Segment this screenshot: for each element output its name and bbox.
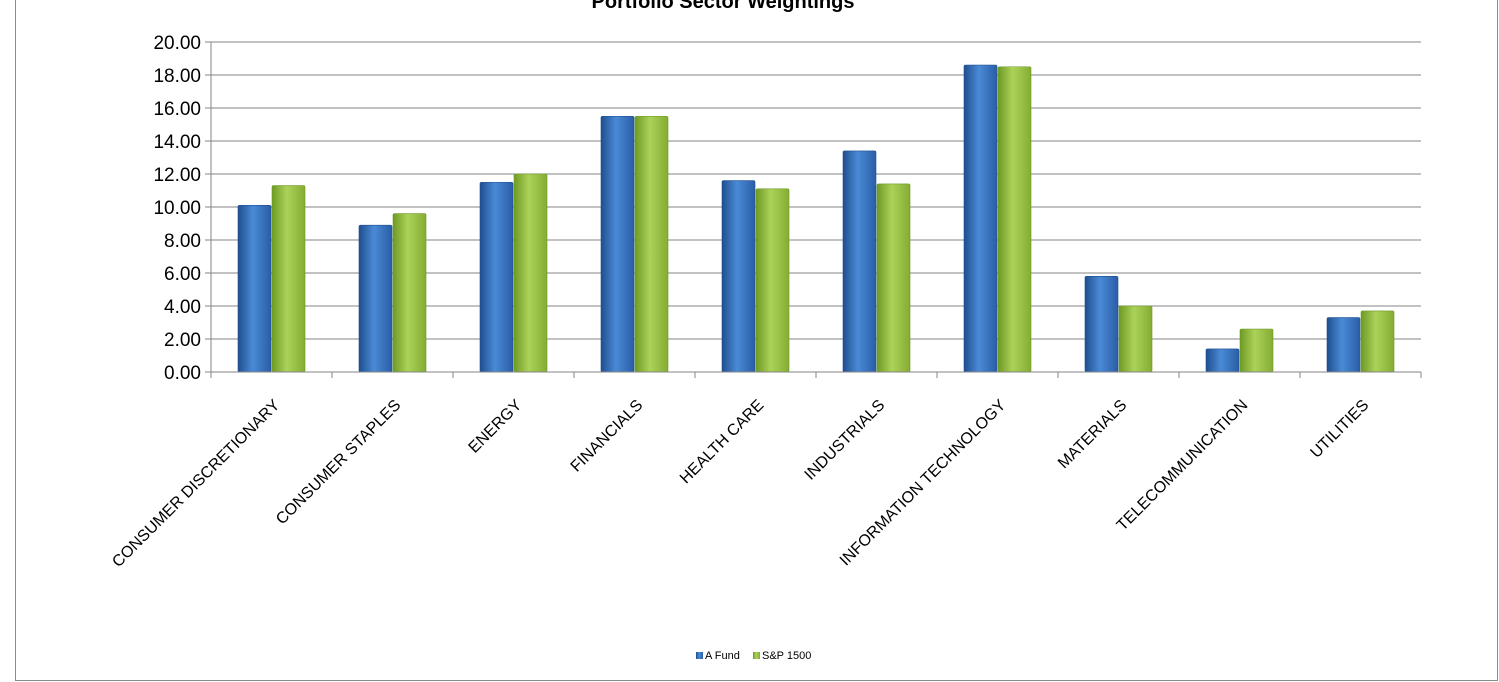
- bar-s-p-1500-information-technology: [997, 66, 1032, 373]
- bar-s-p-1500-industrials: [876, 183, 911, 373]
- x-tick-label-financials: FINANCIALS: [568, 397, 647, 476]
- chart-title: Portfolio Sector Weightings: [592, 0, 855, 13]
- bar-a-fund-consumer-discretionary: [237, 205, 272, 373]
- bar-s-p-1500-consumer-discretionary: [271, 185, 306, 373]
- x-tick-label-consumer-discretionary: CONSUMER DISCRETIONARY: [109, 397, 283, 571]
- y-tick-label: 20.00: [153, 33, 201, 54]
- bar-a-fund-energy: [479, 181, 514, 373]
- y-axis-ticks: 0.00 2.00 4.00 6.00 8.00 10.00 12.00 14.00 16.00…: [153, 33, 211, 384]
- x-tick-label-energy: ENERGY: [466, 397, 526, 457]
- chart-area: Portfolio Sector Weightings 0.00 2.00 4.00…: [15, 0, 1498, 681]
- y-tick-label: 0.00: [164, 363, 201, 384]
- bar-a-fund-health-care: [721, 180, 756, 373]
- bar-s-p-1500-consumer-staples: [392, 213, 427, 373]
- x-tick-label-health-care: HEALTH CARE: [677, 397, 767, 487]
- x-tick-label-telecommunication: TELECOMMUNICATION: [1114, 397, 1252, 535]
- bar-s-p-1500-financials: [634, 115, 669, 373]
- x-tick-label-industrials: INDUSTRIALS: [801, 397, 888, 484]
- y-tick-label: 16.00: [153, 99, 201, 120]
- bar-s-p-1500-telecommunication: [1239, 328, 1274, 373]
- x-tick-label-utilities: UTILITIES: [1307, 397, 1372, 462]
- bar-s-p-1500-materials: [1118, 305, 1153, 373]
- legend-label-sp-1500: S&P 1500: [762, 650, 811, 662]
- bar-a-fund-information-technology: [963, 64, 998, 373]
- y-tick-label: 6.00: [164, 264, 201, 285]
- legend-swatch-sp-1500: [753, 652, 760, 659]
- x-axis: [210, 42, 1422, 378]
- bar-s-p-1500-utilities: [1360, 310, 1395, 373]
- y-tick-label: 14.00: [153, 132, 201, 153]
- y-tick-label: 10.00: [153, 198, 201, 219]
- y-tick-label: 2.00: [164, 330, 201, 351]
- bar-chart: Portfolio Sector Weightings 0.00 2.00 4.00…: [109, 0, 1422, 662]
- gridlines: [211, 41, 1421, 340]
- legend-swatch-a-fund: [696, 652, 703, 659]
- bar-s-p-1500-energy: [513, 173, 548, 373]
- bar-s-p-1500-health-care: [755, 188, 790, 373]
- bar-a-fund-materials: [1084, 275, 1119, 373]
- x-tick-label-materials: MATERIALS: [1055, 397, 1130, 472]
- legend: A Fund S&P 1500: [696, 650, 811, 662]
- y-tick-label: 8.00: [164, 231, 201, 252]
- bar-a-fund-telecommunication: [1205, 348, 1240, 373]
- bar-a-fund-financials: [600, 115, 635, 373]
- y-tick-label: 12.00: [153, 165, 201, 186]
- y-tick-label: 18.00: [153, 66, 201, 87]
- bars: [237, 64, 1395, 373]
- y-tick-label: 4.00: [164, 297, 201, 318]
- bar-a-fund-industrials: [842, 150, 877, 373]
- bar-a-fund-utilities: [1326, 317, 1361, 373]
- legend-label-a-fund: A Fund: [705, 650, 740, 662]
- x-tick-label-consumer-staples: CONSUMER STAPLES: [273, 397, 404, 528]
- bar-a-fund-consumer-staples: [358, 224, 393, 373]
